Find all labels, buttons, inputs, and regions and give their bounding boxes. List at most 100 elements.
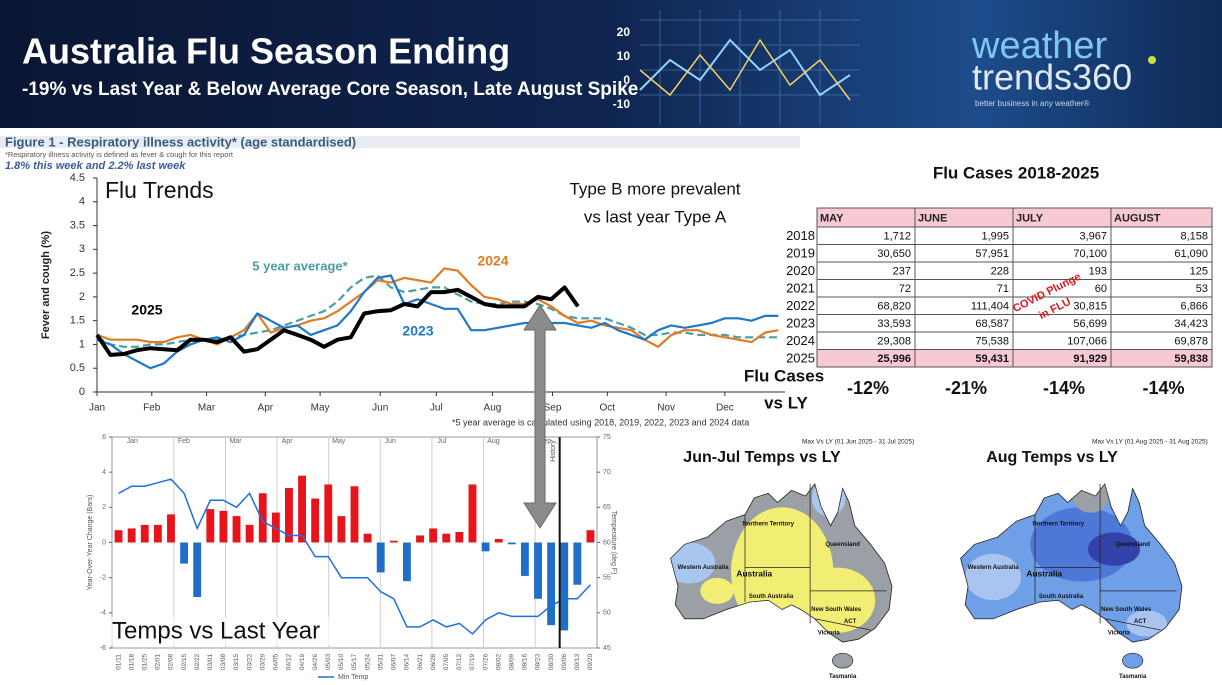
title-backdrop	[108, 617, 344, 645]
bar	[547, 542, 556, 626]
y2-tick-label: 60	[603, 539, 611, 546]
table-cell: 72	[899, 283, 911, 295]
y2-tick-label: 55	[603, 575, 611, 582]
table-cell: 107,066	[1067, 336, 1107, 348]
table-title: Flu Cases 2018-2025	[933, 163, 1099, 182]
month-label: Jan	[127, 438, 138, 445]
month-label: Mar	[229, 438, 242, 445]
table-cell: 75,538	[975, 336, 1009, 348]
figure-subtitle: *Respiratory illness activity is defined…	[5, 150, 234, 159]
row-label: 2025	[786, 351, 815, 366]
x-tick-label: 05/10	[338, 653, 345, 670]
summary-value: -12%	[847, 378, 889, 398]
chart-title: Temps vs Last Year	[112, 617, 320, 644]
table-cell: 29,308	[877, 336, 911, 348]
slide-title: Australia Flu Season Ending	[22, 31, 510, 72]
series-line	[118, 478, 591, 635]
bar	[520, 542, 529, 576]
series-line	[96, 274, 779, 348]
anomaly-patch	[1126, 610, 1168, 637]
header-graphic-label: 20	[617, 25, 631, 39]
map-caption: Max Vs LY (01 Jun 2025 - 31 Jul 2025)	[802, 439, 914, 446]
anomaly-patch	[700, 577, 734, 604]
y-axis-label: Year-Over-Year Change (Bars)	[87, 495, 94, 591]
region-label: Northern Territory	[743, 522, 795, 528]
x-tick-label: 09/20	[587, 653, 594, 670]
summary-value: -14%	[1043, 378, 1085, 398]
x-tick-label: 02/01	[155, 653, 162, 670]
y-tick-label: 0	[102, 539, 106, 546]
region-label: Queensland	[1115, 542, 1150, 548]
bar	[389, 540, 398, 543]
x-tick-label: 06/21	[417, 653, 424, 670]
x-tick-label: Aug	[484, 403, 502, 414]
header-graphic-line	[639, 38, 851, 101]
table-cell: 59,838	[1174, 353, 1208, 365]
summary-label: vs LY	[764, 393, 808, 412]
figure-note: 1.8% this week and 2.2% last week	[5, 160, 186, 172]
table-cell: 59,431	[975, 353, 1009, 365]
region-label: New South Wales	[1101, 607, 1152, 613]
x-tick-label: Feb	[143, 403, 161, 414]
month-label: Jun	[385, 438, 396, 445]
table-cell: 8,158	[1180, 231, 1208, 243]
y2-axis-label: Temperature (deg F)	[610, 511, 617, 575]
region-label: Western Australia	[968, 565, 1020, 571]
table-cell: 69,878	[1174, 336, 1208, 348]
row-label: 2018	[786, 228, 815, 243]
region-label: Victoria	[1108, 630, 1131, 636]
region-label: Australia	[1026, 568, 1062, 578]
table-cell: 237	[893, 266, 911, 278]
table-row	[816, 261, 1213, 280]
table-cell: 53	[1196, 283, 1208, 295]
y-tick-label: 6	[102, 434, 106, 441]
annotation: History	[550, 440, 557, 462]
x-tick-label: 04/12	[286, 653, 293, 670]
x-tick-label: 06/28	[430, 653, 437, 670]
header-graphic-label: 0	[623, 73, 630, 87]
x-tick-label: 03/08	[220, 653, 227, 670]
x-tick-label: 01/11	[115, 654, 122, 670]
x-tick-label: Apr	[258, 403, 274, 414]
y-tick-label: 2.5	[70, 267, 85, 279]
table-cell: 111,404	[971, 301, 1009, 313]
table-cell: 228	[991, 266, 1009, 278]
table-cell: 56,699	[1073, 318, 1107, 330]
anomaly-patch	[965, 553, 1022, 601]
region-label: Northern Territory	[1033, 522, 1085, 528]
bar	[298, 475, 306, 543]
map-land	[832, 652, 854, 669]
table-cell: 1,712	[883, 231, 911, 243]
series-line	[96, 274, 779, 370]
y2-tick-label: 75	[603, 434, 611, 441]
logo-word: weather	[971, 25, 1108, 67]
bar	[324, 484, 333, 543]
x-tick-label: Mar	[198, 403, 216, 414]
bar	[363, 533, 372, 543]
x-tick-label: 05/31	[377, 653, 384, 670]
x-tick-label: 05/24	[364, 653, 371, 670]
table-cell: 70,100	[1073, 248, 1107, 260]
table-cell: 125	[1190, 266, 1208, 278]
column-header: MAY	[820, 212, 844, 224]
figure-title: Figure 1 - Respiratory illness activity*…	[5, 134, 356, 149]
table-cell: 34,423	[1174, 318, 1208, 330]
bar	[442, 533, 451, 543]
series-label: 2023	[402, 323, 433, 339]
table-cell: 71	[997, 283, 1009, 295]
x-tick-label: 09/13	[574, 653, 581, 670]
table-cell: 193	[1089, 266, 1107, 278]
month-label: Jul	[437, 438, 446, 445]
header-graphic-label: -10	[613, 97, 631, 111]
x-tick-label: 01/25	[141, 653, 148, 670]
x-tick-label: Sep	[544, 403, 562, 414]
region-label: Australia	[736, 568, 772, 578]
bar	[534, 542, 542, 599]
y-tick-label: 1	[79, 338, 85, 350]
column-header: AUGUST	[1114, 212, 1161, 224]
x-tick-label: 02/22	[194, 653, 201, 670]
logo-tagline: better business in any weather®	[975, 99, 1090, 108]
annotation: vs last year Type A	[584, 207, 727, 226]
x-tick-label: Jan	[89, 403, 105, 414]
series-line	[95, 285, 580, 357]
